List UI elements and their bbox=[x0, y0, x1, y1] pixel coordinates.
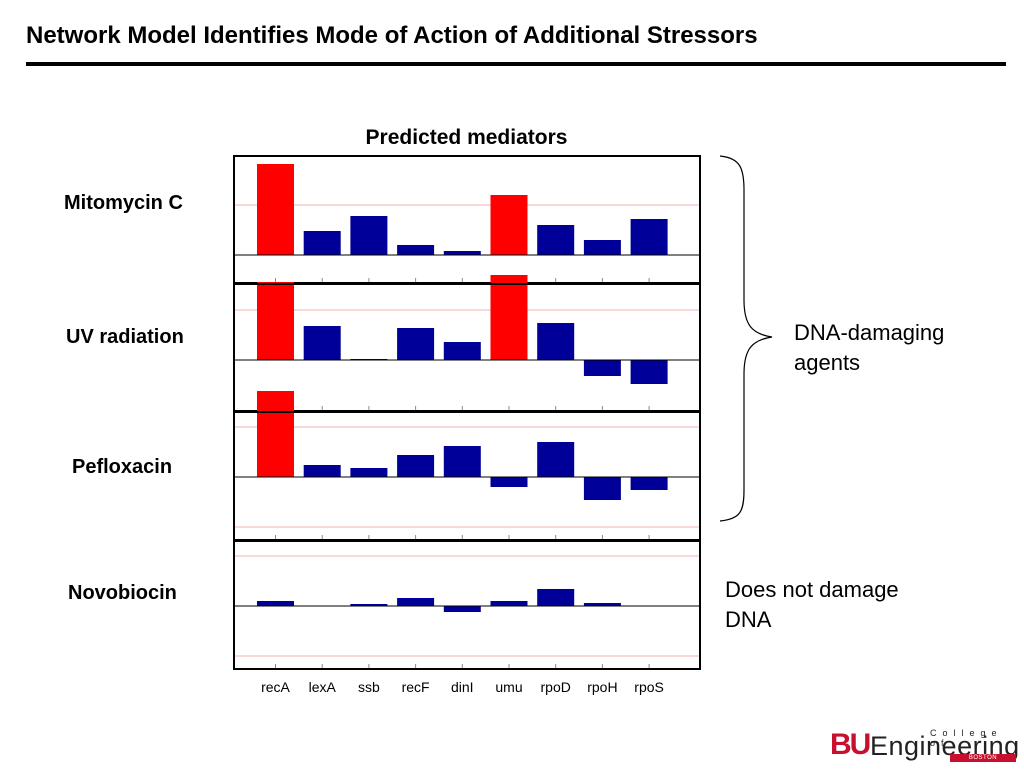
bar-uv-radiation-recA bbox=[257, 282, 294, 360]
bar-novobiocin-rpoD bbox=[537, 589, 575, 606]
panel-background bbox=[234, 156, 700, 283]
logo-university-text: BOSTON UNIVERSITY bbox=[950, 754, 1016, 769]
x-tick-label: rpoD bbox=[541, 679, 571, 695]
bar-mitomycin-c-ssb bbox=[350, 216, 388, 255]
bar-pefloxacin-rpoH bbox=[583, 477, 621, 500]
bar-mitomycin-c-lexA bbox=[303, 231, 341, 255]
bar-pefloxacin-umu bbox=[490, 477, 528, 487]
bar-uv-radiation-lexA bbox=[303, 326, 341, 360]
x-tick-label: recF bbox=[402, 679, 430, 695]
bar-mitomycin-c-dinI bbox=[443, 251, 481, 255]
panel-background bbox=[234, 541, 700, 669]
bar-novobiocin-dinI bbox=[443, 606, 481, 612]
bar-mitomycin-c-recF bbox=[397, 245, 435, 255]
bar-mitomycin-c-recA bbox=[257, 164, 294, 255]
annotation-line: DNA bbox=[725, 607, 772, 632]
bar-novobiocin-recA bbox=[257, 601, 294, 606]
row-label-uv-radiation: UV radiation bbox=[66, 326, 184, 348]
panel-frame bbox=[233, 540, 701, 670]
curly-brace bbox=[719, 155, 773, 522]
slide-title: Network Model Identifies Mode of Action … bbox=[26, 22, 758, 49]
bar-novobiocin-ssb bbox=[350, 604, 388, 606]
annotation-non-damaging: Does not damage DNA bbox=[725, 575, 899, 635]
annotation-line: agents bbox=[794, 350, 861, 375]
bar-pefloxacin-dinI bbox=[443, 446, 481, 477]
bar-pefloxacin-ssb bbox=[350, 468, 388, 477]
bar-uv-radiation-dinI bbox=[443, 342, 481, 360]
bar-novobiocin-recF bbox=[397, 598, 435, 606]
bar-uv-radiation-rpoS bbox=[630, 360, 668, 384]
x-tick-label: ssb bbox=[358, 679, 380, 695]
bar-pefloxacin-recF bbox=[397, 455, 435, 477]
x-tick-label: umu bbox=[495, 679, 522, 695]
bar-pefloxacin-recA bbox=[257, 391, 294, 477]
bar-pefloxacin-rpoD bbox=[537, 442, 575, 477]
row-label-novobiocin: Novobiocin bbox=[68, 582, 177, 604]
bar-uv-radiation-rpoD bbox=[537, 323, 575, 360]
annotation-line: Does not damage bbox=[725, 577, 899, 602]
logo-bu-text: BU bbox=[830, 728, 871, 761]
logo-college-text: College of bbox=[930, 728, 1003, 748]
bar-mitomycin-c-umu bbox=[490, 195, 528, 255]
bar-uv-radiation-recF bbox=[397, 328, 435, 360]
bar-pefloxacin-rpoS bbox=[630, 477, 668, 490]
bar-novobiocin-rpoH bbox=[583, 603, 621, 606]
college-logo: BU Engineering College of BOSTON UNIVERS… bbox=[830, 728, 1019, 769]
chart-title: Predicted mediators bbox=[365, 126, 568, 149]
bar-mitomycin-c-rpoD bbox=[537, 225, 575, 255]
x-tick-label: lexA bbox=[309, 679, 337, 695]
title-divider bbox=[26, 62, 1006, 66]
row-label-pefloxacin: Pefloxacin bbox=[72, 456, 173, 478]
row-label-mitomycin-c: Mitomycin C bbox=[64, 192, 183, 214]
x-tick-label: recA bbox=[261, 679, 290, 695]
annotation-dna-damaging: DNA-damaging agents bbox=[794, 318, 944, 378]
bar-mitomycin-c-rpoS bbox=[630, 219, 668, 255]
annotation-line: DNA-damaging bbox=[794, 320, 945, 345]
x-tick-label: rpoS bbox=[634, 679, 664, 695]
bar-novobiocin-umu bbox=[490, 601, 528, 606]
bar-uv-radiation-rpoH bbox=[583, 360, 621, 376]
bar-uv-radiation-umu bbox=[490, 275, 528, 360]
bar-pefloxacin-lexA bbox=[303, 465, 341, 477]
x-tick-label: dinI bbox=[451, 679, 474, 695]
bar-mitomycin-c-rpoH bbox=[583, 240, 621, 255]
x-tick-label: rpoH bbox=[587, 679, 617, 695]
